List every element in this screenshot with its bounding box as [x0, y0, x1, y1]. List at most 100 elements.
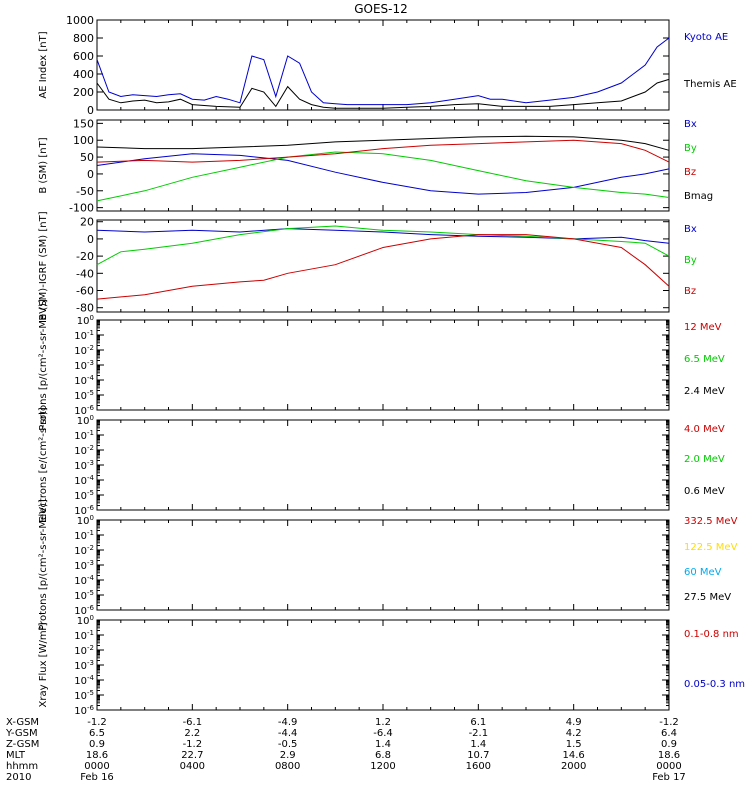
axis-table-cell: 10.7 [467, 750, 489, 761]
y-tick-label: 800 [73, 32, 94, 45]
series-line-bz [96, 139, 670, 163]
y-tick-exponent: -1 [87, 629, 94, 637]
y-tick-exponent: -6 [87, 604, 95, 612]
y-tick-exponent: 0 [90, 514, 94, 522]
panel-2: B (SM) [nT] -100 -50 0 50 100 150 Bx By Bz Bmag [38, 117, 713, 214]
axis-table-cell: Feb 17 [652, 772, 686, 783]
axis-table-cell: 0800 [275, 761, 300, 772]
y-tick-label: 10-6 [74, 704, 94, 717]
axis-table-cell: -4.4 [278, 728, 298, 739]
axis-table-cell: 2000 [561, 761, 586, 772]
y-tick-label: -80 [76, 302, 94, 315]
legend-entry: 0.1-0.8 nm [684, 629, 739, 640]
y-tick-label: 150 [73, 117, 94, 130]
y-tick-exponent: -6 [87, 404, 95, 412]
series-line-by [96, 225, 670, 266]
legend-entry: 60 MeV [684, 567, 722, 578]
axis-table-cell: -2.1 [469, 728, 489, 739]
legend-entry: 27.5 MeV [684, 592, 731, 603]
legend-entry: Themis AE [683, 79, 737, 90]
legend-entry: Bx [684, 224, 697, 235]
plot-title: GOES-12 [354, 2, 408, 16]
y-tick-label: 600 [73, 50, 94, 63]
y-tick-label: 10-4 [74, 674, 94, 687]
axis-table-cell: 0400 [180, 761, 205, 772]
y-tick-label: 100 [77, 514, 94, 527]
y-tick-label: 10-5 [74, 489, 94, 502]
series-line-bx [96, 228, 670, 244]
y-tick-label: 400 [73, 68, 94, 81]
legend-entry: By [684, 255, 697, 266]
y-tick-label: -60 [76, 285, 94, 298]
y-tick-exponent: -6 [87, 504, 95, 512]
series-line-bx [96, 153, 670, 195]
axis-table-row-label: Y-GSM [5, 728, 38, 739]
y-axis-label: B (SM) [nT] [38, 137, 49, 193]
panel-1: AE Index [nT] 0 200 400 600 800 1000 Kyoto AE Th… [38, 14, 737, 117]
legend-entry: Kyoto AE [684, 32, 728, 43]
axis-table-cell: 1.2 [375, 717, 391, 728]
panel-frame [96, 419, 670, 511]
y-tick-label: 10-2 [74, 644, 94, 657]
y-tick-exponent: -5 [87, 589, 94, 597]
y-tick-label: 100 [77, 414, 94, 427]
axis-table-cell: 1600 [466, 761, 491, 772]
y-tick-label: 100 [73, 134, 94, 147]
y-tick-label: 100 [77, 614, 94, 627]
series-line-by [96, 151, 670, 202]
y-tick-exponent: -2 [87, 444, 94, 452]
axis-table-cell: 6.5 [89, 728, 105, 739]
axis-table-cell: 14.6 [563, 750, 585, 761]
series-line-kyoto-ae [96, 37, 670, 106]
y-tick-label: 10-1 [74, 429, 94, 442]
y-tick-label: 50 [80, 151, 94, 164]
y-tick-label: -40 [76, 267, 94, 280]
y-tick-label: 0 [87, 104, 94, 117]
y-tick-label: 10-5 [74, 589, 94, 602]
legend-entry: Bz [684, 167, 696, 178]
y-tick-label: 0 [87, 168, 94, 181]
y-tick-label: 10-2 [74, 344, 94, 357]
axis-table-cell: 4.2 [566, 728, 582, 739]
legend-entry: 4.0 MeV [684, 424, 725, 435]
axis-table-cell: -0.5 [278, 739, 298, 750]
axis-table-row-label: X-GSM [6, 717, 39, 728]
axis-table-cell: 2.2 [184, 728, 200, 739]
y-tick-exponent: -4 [87, 474, 95, 482]
series-line-bz [96, 234, 670, 300]
series-line-themis-ae [96, 78, 670, 109]
axis-table-cell: Feb 16 [80, 772, 114, 783]
y-tick-exponent: -3 [87, 559, 94, 567]
y-tick-exponent: -2 [87, 344, 94, 352]
y-tick-label: 10-5 [74, 389, 94, 402]
axis-table-cell: -1.2 [659, 717, 679, 728]
legend-entry: By [684, 143, 697, 154]
legend-entry: Bmag [684, 191, 713, 202]
y-tick-exponent: -1 [87, 429, 94, 437]
y-tick-label: 10-5 [74, 689, 94, 702]
axis-table-cell: 0000 [656, 761, 681, 772]
axis-table-row-label: hhmm [6, 761, 38, 772]
y-tick-label: 10-3 [74, 659, 94, 672]
axis-table-cell: 6.1 [470, 717, 486, 728]
axis-table-row-label: Z-GSM [6, 739, 39, 750]
y-tick-label: 10-4 [74, 574, 94, 587]
y-tick-exponent: -5 [87, 689, 94, 697]
axis-table-cell: 1.4 [375, 739, 391, 750]
axis-table-row-label: 2010 [6, 772, 31, 783]
y-axis-label: Electrons [e/(cm²-s-sr)] [38, 407, 49, 523]
y-tick-exponent: -4 [87, 674, 95, 682]
axis-table-cell: -4.9 [278, 717, 298, 728]
axis-table-cell: -1.2 [183, 739, 203, 750]
axis-table-cell: -1.2 [87, 717, 107, 728]
axis-table-row-label: MLT [6, 750, 26, 761]
y-tick-exponent: -1 [87, 329, 94, 337]
panel-4: Protons [p/(cm²-s-sr-MeV)] 10-610-510-410… [38, 299, 725, 431]
y-tick-label: 10-1 [74, 529, 94, 542]
panel-7: Xray Flux [W/m²] 10-6 10-5 10-4 10-3 10-2 10-1… [38, 614, 745, 717]
legend-entry: 12 MeV [684, 322, 722, 333]
axis-table-cell: -6.4 [373, 728, 393, 739]
y-tick-label: 20 [80, 216, 94, 229]
panel-frame [96, 119, 670, 212]
